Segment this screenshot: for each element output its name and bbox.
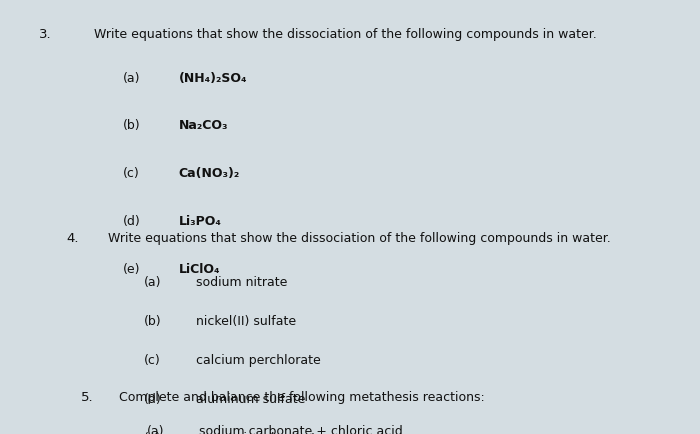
Text: sodium carbonate + chloric acid: sodium carbonate + chloric acid <box>199 425 403 434</box>
Text: (NH₄)₂SO₄: (NH₄)₂SO₄ <box>178 72 247 85</box>
Text: Ca(NO₃)₂: Ca(NO₃)₂ <box>178 167 239 180</box>
Text: Complete and balance the following metathesis reactions:: Complete and balance the following metat… <box>119 391 484 404</box>
Text: (c): (c) <box>144 354 160 367</box>
Text: (b): (b) <box>144 315 161 328</box>
Text: LiClO₄: LiClO₄ <box>178 263 220 276</box>
Text: nickel(II) sulfate: nickel(II) sulfate <box>196 315 296 328</box>
Text: 5.: 5. <box>80 391 93 404</box>
Text: aluminum sulfate: aluminum sulfate <box>196 393 305 406</box>
Text: (a): (a) <box>144 276 161 289</box>
Text: (e): (e) <box>122 263 140 276</box>
Text: (b): (b) <box>122 119 140 132</box>
Text: ammonium bromate: ammonium bromate <box>196 432 324 434</box>
Text: sodium nitrate: sodium nitrate <box>196 276 288 289</box>
Text: (d): (d) <box>122 215 140 228</box>
Text: 3.: 3. <box>38 28 51 41</box>
Text: Write equations that show the dissociation of the following compounds in water.: Write equations that show the dissociati… <box>94 28 597 41</box>
Text: (c): (c) <box>122 167 139 180</box>
Text: (a): (a) <box>122 72 140 85</box>
Text: (d): (d) <box>144 393 161 406</box>
Text: (e): (e) <box>144 432 161 434</box>
Text: Na₂CO₃: Na₂CO₃ <box>178 119 228 132</box>
Text: (a): (a) <box>147 425 164 434</box>
Text: Write equations that show the dissociation of the following compounds in water.: Write equations that show the dissociati… <box>108 232 611 245</box>
Text: 4.: 4. <box>66 232 79 245</box>
Text: calcium perchlorate: calcium perchlorate <box>196 354 321 367</box>
Text: Li₃PO₄: Li₃PO₄ <box>178 215 221 228</box>
